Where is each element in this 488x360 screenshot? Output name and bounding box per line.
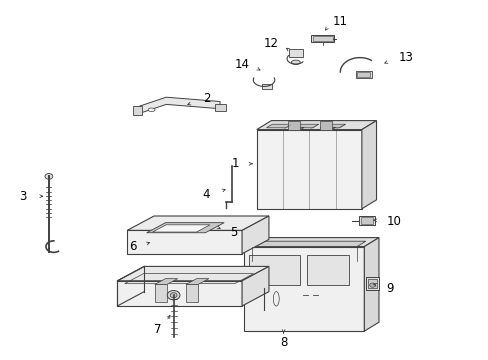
Bar: [256, 130, 361, 209]
Polygon shape: [242, 216, 268, 254]
Polygon shape: [152, 225, 210, 232]
Text: 5: 5: [229, 226, 237, 239]
Polygon shape: [251, 241, 365, 247]
Polygon shape: [244, 238, 378, 247]
Bar: [355, 71, 371, 78]
Bar: [261, 84, 272, 89]
Polygon shape: [154, 279, 178, 284]
Polygon shape: [117, 281, 242, 306]
Text: 13: 13: [398, 51, 412, 64]
Polygon shape: [146, 222, 224, 233]
Polygon shape: [293, 124, 318, 128]
Polygon shape: [185, 279, 208, 284]
Text: 9: 9: [386, 282, 393, 294]
Text: 11: 11: [332, 15, 347, 28]
Bar: [365, 277, 379, 290]
Bar: [359, 216, 374, 225]
Bar: [310, 35, 334, 42]
Bar: [312, 36, 332, 41]
Polygon shape: [364, 238, 378, 331]
Polygon shape: [256, 121, 376, 130]
Polygon shape: [127, 216, 268, 230]
Polygon shape: [319, 127, 335, 130]
Ellipse shape: [291, 60, 300, 64]
Text: 6: 6: [129, 240, 137, 253]
Text: 7: 7: [154, 323, 161, 336]
Polygon shape: [139, 97, 220, 113]
Circle shape: [170, 293, 177, 298]
Circle shape: [167, 291, 180, 300]
Bar: [361, 217, 372, 224]
Polygon shape: [288, 127, 304, 130]
Bar: [244, 247, 364, 331]
Text: 10: 10: [386, 215, 400, 228]
Polygon shape: [320, 124, 345, 128]
Bar: [215, 104, 225, 111]
Polygon shape: [127, 230, 242, 254]
Text: 1: 1: [232, 157, 239, 170]
Bar: [288, 121, 300, 130]
Text: 2: 2: [203, 93, 210, 105]
Bar: [288, 49, 303, 57]
Bar: [249, 255, 299, 285]
Polygon shape: [185, 284, 198, 302]
Polygon shape: [266, 124, 291, 128]
Ellipse shape: [148, 108, 155, 112]
Bar: [357, 72, 369, 77]
Bar: [133, 106, 142, 115]
Polygon shape: [361, 121, 376, 209]
Bar: [306, 255, 348, 285]
Text: 4: 4: [203, 188, 210, 201]
Text: 12: 12: [263, 37, 278, 50]
Polygon shape: [117, 266, 268, 281]
Polygon shape: [242, 266, 268, 306]
Circle shape: [369, 283, 375, 287]
Text: 14: 14: [234, 58, 249, 71]
Bar: [367, 279, 376, 288]
Text: 3: 3: [20, 190, 27, 203]
Polygon shape: [154, 284, 166, 302]
Bar: [319, 121, 331, 130]
Circle shape: [45, 174, 53, 179]
Text: 8: 8: [279, 336, 287, 348]
